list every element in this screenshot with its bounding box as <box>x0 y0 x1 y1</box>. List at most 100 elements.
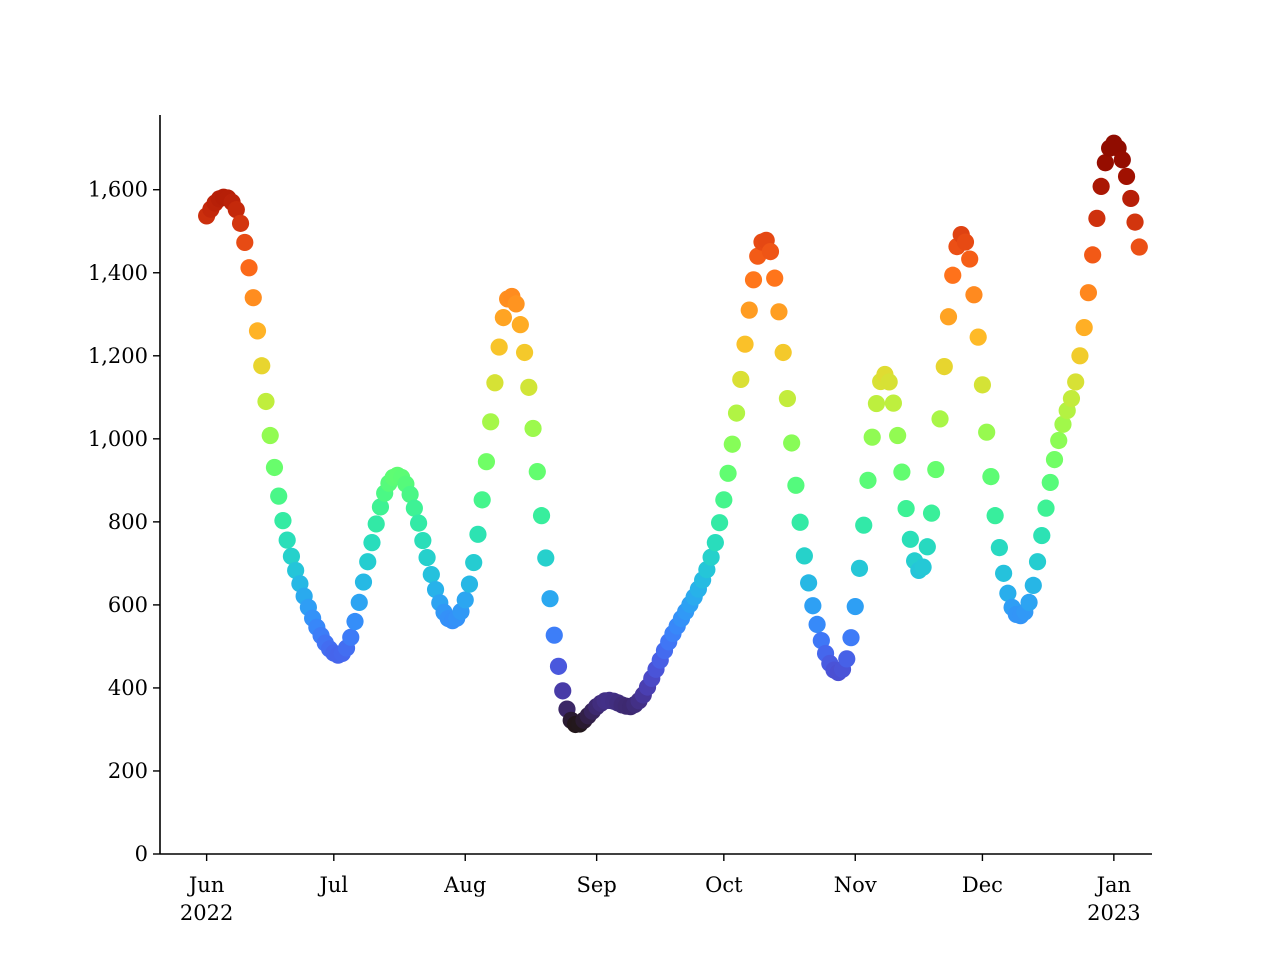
data-point <box>766 269 784 287</box>
data-point <box>978 423 996 441</box>
x-tick-year-label: 2023 <box>1087 901 1140 925</box>
data-point <box>740 301 758 319</box>
x-ticks: Jun 2022 Jul Aug Sep Oct Nov Dec Jan 2023 <box>180 854 1141 925</box>
data-point <box>846 597 864 616</box>
data-point <box>1122 189 1140 208</box>
data-point <box>490 338 508 356</box>
data-point <box>363 534 381 552</box>
data-point <box>515 343 534 362</box>
data-point <box>893 463 911 481</box>
data-point <box>401 485 419 504</box>
data-point <box>418 548 436 567</box>
data-point <box>545 626 563 644</box>
data-point <box>897 499 915 518</box>
data-point <box>270 487 288 505</box>
data-point <box>1117 167 1136 186</box>
data-point <box>350 593 368 612</box>
data-point <box>961 250 979 268</box>
x-tick-label: Nov <box>834 873 877 897</box>
data-point <box>990 539 1008 557</box>
data-point <box>1041 473 1059 492</box>
data-point <box>770 303 788 321</box>
data-point <box>469 525 487 543</box>
data-point <box>494 309 512 327</box>
data-point <box>838 650 856 668</box>
x-tick-label: Sep <box>577 873 617 897</box>
data-point <box>236 233 254 252</box>
data-point <box>359 553 377 571</box>
y-tick-label: 1,400 <box>88 261 148 285</box>
data-point <box>884 394 903 412</box>
data-point <box>744 271 763 289</box>
data-point <box>889 426 907 445</box>
data-point <box>880 373 898 391</box>
data-point <box>855 516 873 534</box>
data-point <box>1130 238 1148 256</box>
data-point <box>456 591 474 609</box>
data-point <box>935 357 953 376</box>
data-point <box>473 491 491 509</box>
data-point <box>1088 209 1106 227</box>
data-point <box>1079 284 1098 302</box>
data-point <box>804 597 822 615</box>
data-point <box>791 513 809 531</box>
data-point <box>1033 526 1051 545</box>
data-point <box>414 531 432 550</box>
data-point <box>808 615 826 634</box>
data-point <box>774 343 792 362</box>
y-tick-label: 600 <box>108 593 148 617</box>
data-point <box>274 512 292 530</box>
data-point <box>257 392 275 411</box>
data-point <box>354 573 373 591</box>
data-point <box>944 266 962 284</box>
data-point <box>549 657 568 675</box>
data-point <box>240 259 258 277</box>
x-tick-label: Oct <box>705 873 743 897</box>
data-point <box>715 491 733 509</box>
data-point <box>342 628 360 646</box>
data-point <box>795 547 813 565</box>
data-point <box>706 534 724 552</box>
x-tick-label: Jan <box>1095 873 1131 897</box>
data-point <box>956 233 975 251</box>
y-tick-label: 1,000 <box>88 427 148 451</box>
data-point <box>859 471 877 489</box>
data-point <box>537 549 555 567</box>
data-point <box>986 507 1004 525</box>
data-point <box>787 476 805 494</box>
data-point <box>863 428 881 446</box>
data-point <box>248 322 267 340</box>
data-point <box>410 514 428 532</box>
data-point <box>426 580 445 599</box>
data-point <box>482 413 500 431</box>
data-point <box>1071 347 1089 365</box>
data-point <box>231 214 250 232</box>
data-point <box>1024 576 1042 594</box>
x-tick-label: Jul <box>317 873 348 897</box>
data-point <box>486 374 504 392</box>
data-point <box>969 328 987 346</box>
data-point <box>914 558 932 576</box>
data-point <box>1092 177 1110 196</box>
data-point <box>783 434 801 452</box>
data-point <box>999 584 1017 602</box>
data-point <box>965 286 983 304</box>
data-point <box>465 553 483 572</box>
data-point <box>554 682 572 700</box>
data-point <box>528 463 546 481</box>
data-point <box>1067 373 1085 391</box>
data-point <box>282 547 301 565</box>
data-point <box>1113 151 1131 169</box>
data-point <box>287 561 305 580</box>
data-point <box>524 419 542 438</box>
data-point <box>736 335 754 353</box>
data-point <box>842 629 860 647</box>
data-point <box>702 548 720 566</box>
y-tick-label: 800 <box>108 510 148 534</box>
data-point <box>265 458 284 477</box>
data-point <box>918 538 936 556</box>
data-point <box>367 515 385 533</box>
x-tick-label: Jun <box>187 873 224 897</box>
data-point <box>1096 154 1114 172</box>
